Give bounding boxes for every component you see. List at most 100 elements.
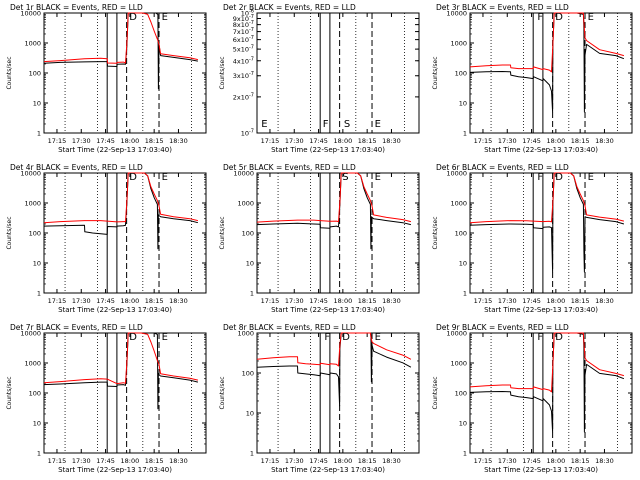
x-tick-label: 17:45 [96,137,115,145]
plot-frame [469,332,633,454]
x-tick-label: 18:30 [595,457,614,465]
x-axis-label: Start Time (22-Sep-13 17:03:40) [271,306,385,314]
chart-title: Det 7r BLACK = Events, RED = LLD [10,323,143,332]
marker-flag-label: F [324,332,330,343]
x-tick-label: 17:45 [96,457,115,465]
y-tick-label: 1000 [24,360,41,368]
chart-title: Det 2r BLACK = Events, RED = LLD [223,3,356,12]
chart-title: Det 8r BLACK = Events, RED = LLD [223,323,356,332]
detector-panel-1: Det 1r BLACK = Events, RED = LLD 1 10 100 10… [0,0,213,160]
detector-panel-4: Det 4r BLACK = Events, RED = LLD 1 10 100 10… [0,160,213,320]
marker-flag-label: F [537,172,543,183]
y-axis-label: Counts/sec [219,216,226,249]
x-tick-label: 17:45 [96,297,115,305]
series-line-events [256,172,412,250]
x-tick-label: 18:00 [120,137,139,145]
plot-frame [256,172,420,294]
chart-svg: Det 5r BLACK = Events, RED = LLD 1 10 100 10… [219,163,420,314]
y-tick-label: 100 [29,230,41,238]
x-tick-label: 18:00 [546,457,565,465]
detector-panel-8: Det 8r BLACK = Events, RED = LLD 1 10 100 10… [213,320,426,480]
x-axis-label: Start Time (22-Sep-13 17:03:40) [271,466,385,474]
x-tick-label: 17:30 [498,457,517,465]
y-tick-label: 10000 [20,10,41,18]
y-tick-label: 100 [455,390,467,398]
chart-title: Det 4r BLACK = Events, RED = LLD [10,163,143,172]
y-tick-label: 7x10-7 [233,27,254,36]
series-line-events [43,172,199,250]
y-tick-label: 100 [242,370,254,378]
y-tick-label: 10 [33,420,41,428]
y-tick-label: 2x10-7 [233,92,254,101]
y-tick-label: 100 [455,70,467,78]
y-tick-label: 10 [459,420,467,428]
x-tick-label: 17:30 [72,137,91,145]
y-tick-label: 10 [246,410,254,418]
x-tick-label: 18:15 [571,457,590,465]
y-tick-label: 10000 [446,10,467,18]
y-tick-label: 10-6 [241,9,254,18]
x-tick-label: 18:30 [595,297,614,305]
plot-frame [43,172,207,294]
x-tick-label: 18:15 [145,297,164,305]
y-tick-label: 10 [459,260,467,268]
x-axis-label: Start Time (22-Sep-13 17:03:40) [58,306,172,314]
x-axis-label: Start Time (22-Sep-13 17:03:40) [484,466,598,474]
chart-title: Det 3r BLACK = Events, RED = LLD [436,3,569,12]
plot-frame [256,332,420,454]
detector-panel-6: Det 6r BLACK = Events, RED = LLD 1 10 100 10… [426,160,639,320]
y-tick-label: 10000 [20,170,41,178]
x-tick-label: 17:15 [474,137,493,145]
y-tick-label: 1 [37,290,41,298]
x-tick-label: 18:30 [595,137,614,145]
x-tick-label: 17:30 [72,297,91,305]
y-tick-label: 1 [37,450,41,458]
x-tick-label: 17:15 [261,297,280,305]
x-axis-label: Start Time (22-Sep-13 17:03:40) [271,146,385,154]
x-tick-label: 18:30 [169,297,188,305]
y-tick-label: 1 [463,130,467,138]
series-line-events [469,332,625,433]
y-tick-label: 10 [33,260,41,268]
y-tick-label: 1000 [24,200,41,208]
y-tick-label: 3x10-7 [233,71,254,80]
x-tick-label: 18:15 [571,137,590,145]
series-line-events [469,12,625,113]
y-tick-label: 100 [455,230,467,238]
plot-frame [256,12,420,134]
x-tick-label: 18:00 [546,137,565,145]
x-tick-label: 17:30 [285,137,304,145]
detector-panel-7: Det 7r BLACK = Events, RED = LLD 1 10 100 10… [0,320,213,480]
marker-flag-label: D [555,172,563,183]
y-tick-label: 9x10-7 [233,14,254,23]
x-tick-label: 18:00 [546,297,565,305]
y-axis-label: Counts/sec [6,376,13,409]
x-tick-label: 17:45 [309,137,328,145]
marker-flag-label: F [537,332,543,343]
y-tick-label: 8x10-7 [233,20,254,29]
x-tick-label: 17:45 [522,137,541,145]
x-tick-label: 18:30 [169,457,188,465]
chart-svg: Det 6r BLACK = Events, RED = LLD 1 10 100 10… [432,163,633,314]
marker-flag-label: D [555,12,563,23]
chart-svg: Det 9r BLACK = Events, RED = LLD 1 10 100 10… [432,323,633,474]
y-tick-label: 1000 [450,40,467,48]
x-tick-label: 17:15 [261,457,280,465]
y-tick-label: 10 [459,100,467,108]
x-axis-label: Start Time (22-Sep-13 17:03:40) [58,146,172,154]
marker-flag-label: D [129,12,137,23]
marker-flag-label: E [162,172,168,183]
chart-svg: Det 7r BLACK = Events, RED = LLD 1 10 100 10… [6,323,207,474]
y-tick-label: 1000 [237,200,254,208]
y-tick-label: 4x10-7 [233,56,254,65]
marker-flag-label: E [588,12,594,23]
y-tick-label: 10 [246,260,254,268]
series-line-lld [43,12,199,64]
detector-panel-3: Det 3r BLACK = Events, RED = LLD 1 10 100 10… [426,0,639,160]
x-tick-label: 18:00 [120,457,139,465]
y-tick-label: 1 [250,290,254,298]
x-tick-label: 18:15 [358,457,377,465]
x-axis-label: Start Time (22-Sep-13 17:03:40) [484,146,598,154]
marker-flag-label: F [537,12,543,23]
chart-title: Det 1r BLACK = Events, RED = LLD [10,3,143,12]
